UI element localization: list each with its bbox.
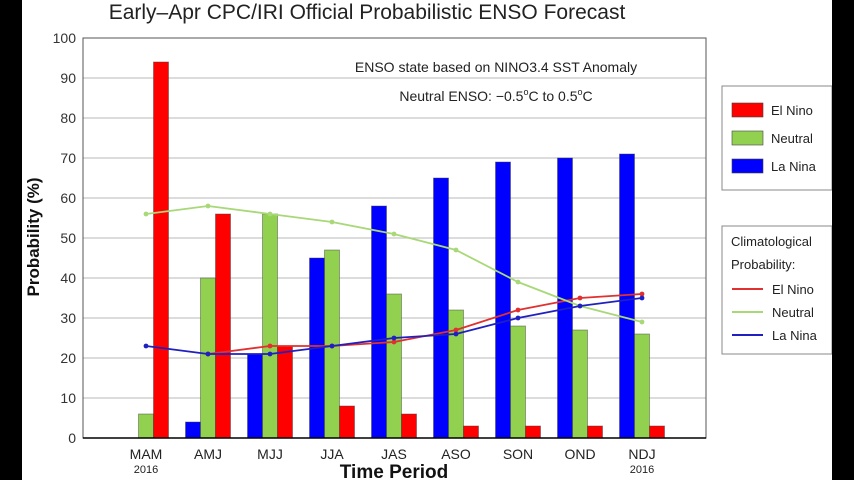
- legend-label-el-nino: El Nino: [771, 103, 813, 118]
- y-tick-label: 80: [60, 110, 76, 126]
- degree-sign-1: o: [523, 87, 528, 97]
- clim-point-neutral: [143, 211, 149, 217]
- x-tick-label: AMJ: [194, 446, 222, 462]
- annotation: ENSO state based on NINO3.4 SST Anomaly …: [355, 59, 637, 104]
- x-axis-label: Time Period: [340, 462, 448, 480]
- chart-canvas: Early–Apr CPC/IRI Official Probabilistic…: [22, 0, 832, 480]
- bar-neutral-ndj: [634, 333, 650, 439]
- legend-climatology: Climatological Probability: El Nino Neut…: [721, 225, 832, 355]
- annotation-line-2-prefix: Neutral ENSO: −0.5: [399, 88, 523, 104]
- legend-clim-title-2: Probability:: [731, 257, 795, 272]
- x-tick-year-label: 2016: [630, 464, 654, 476]
- clim-point-neutral: [329, 219, 335, 225]
- legend-clim-label-la-nina: La Nina: [772, 328, 818, 343]
- bar-la-nina-son: [495, 161, 511, 439]
- clim-point-la-nina: [391, 335, 397, 341]
- clim-point-la-nina: [205, 351, 211, 357]
- bar-la-nina-amj: [185, 421, 201, 439]
- grid: [83, 77, 706, 399]
- x-tick-label: MAM: [130, 446, 163, 462]
- clim-point-el-nino: [267, 343, 273, 349]
- enso-forecast-chart: Early–Apr CPC/IRI Official Probabilistic…: [24, 1, 832, 480]
- x-tick-label: JAS: [381, 446, 407, 462]
- bar-el-nino-ond: [587, 425, 603, 439]
- legend-clim-title-1: Climatological: [731, 234, 812, 249]
- y-tick-label: 90: [60, 70, 76, 86]
- x-tick-label: NDJ: [628, 446, 655, 462]
- bar-el-nino-jja: [339, 405, 355, 439]
- clim-point-el-nino: [391, 339, 397, 345]
- y-tick-label: 60: [60, 190, 76, 206]
- bar-neutral-son: [510, 325, 526, 439]
- x-tick-year-label: 2016: [134, 464, 158, 476]
- clim-point-neutral: [639, 319, 645, 325]
- annotation-line-2-suffix: C: [583, 88, 593, 104]
- bar-el-nino-mjj: [277, 345, 293, 439]
- y-tick-label: 10: [60, 390, 76, 406]
- bar-el-nino-mam: [153, 61, 169, 439]
- y-tick-label: 20: [60, 350, 76, 366]
- x-tick-label: ASO: [441, 446, 471, 462]
- legend-clim-label-neutral: Neutral: [772, 305, 814, 320]
- legend-swatch-la-nina: [731, 158, 764, 174]
- clim-point-el-nino: [577, 295, 583, 301]
- bar-neutral-mjj: [262, 213, 278, 439]
- bar-el-nino-amj: [215, 213, 231, 439]
- clim-point-neutral: [391, 231, 397, 237]
- bar-la-nina-jas: [371, 205, 387, 439]
- clim-point-el-nino: [515, 307, 521, 313]
- clim-point-la-nina: [267, 351, 273, 357]
- chart-title: Early–Apr CPC/IRI Official Probabilistic…: [109, 1, 626, 24]
- legend-swatch-el-nino: [731, 102, 764, 118]
- legend-label-neutral: Neutral: [771, 131, 813, 146]
- x-axis-ticks: MAM AMJ MJJ JJA JAS ASO SON OND NDJ 2016 2016: [130, 446, 656, 476]
- bar-la-nina-aso: [433, 177, 449, 439]
- y-tick-label: 50: [60, 230, 76, 246]
- degree-sign-2: o: [578, 87, 583, 97]
- bar-el-nino-aso: [463, 425, 479, 439]
- bar-neutral-ond: [572, 329, 588, 439]
- bars: [138, 61, 665, 439]
- legend-swatch-neutral: [731, 130, 764, 146]
- clim-point-neutral: [205, 203, 211, 209]
- clim-point-el-nino: [453, 327, 459, 333]
- clim-point-la-nina: [453, 331, 459, 337]
- bar-neutral-jas: [386, 293, 402, 439]
- bar-neutral-mam: [138, 413, 154, 439]
- x-tick-label: MJJ: [257, 446, 283, 462]
- annotation-line-1: ENSO state based on NINO3.4 SST Anomaly: [355, 59, 637, 75]
- legend-forecast: El Nino Neutral La Nina: [721, 85, 832, 191]
- y-tick-label: 70: [60, 150, 76, 166]
- annotation-line-2: Neutral ENSO: −0.5oC to 0.5oC: [399, 87, 592, 104]
- legend-label-la-nina: La Nina: [771, 159, 817, 174]
- y-tick-label: 40: [60, 270, 76, 286]
- bar-el-nino-ndj: [649, 425, 665, 439]
- bar-el-nino-son: [525, 425, 541, 439]
- clim-point-la-nina: [515, 315, 521, 321]
- y-tick-label: 30: [60, 310, 76, 326]
- clim-point-la-nina: [143, 343, 149, 349]
- y-tick-label: 0: [68, 430, 76, 446]
- x-tick-label: JJA: [320, 446, 344, 462]
- annotation-line-2-mid: C to 0.5: [528, 88, 577, 104]
- y-axis-ticks: 0 10 20 30 40 50 60 70 80 90 100: [53, 30, 77, 446]
- clim-point-neutral: [515, 279, 521, 285]
- clim-point-neutral: [453, 247, 459, 253]
- x-tick-label: OND: [564, 446, 595, 462]
- clim-point-la-nina: [639, 295, 645, 301]
- bar-neutral-amj: [200, 277, 216, 439]
- clim-point-neutral: [267, 211, 273, 217]
- y-axis-label: Probability (%): [24, 177, 43, 296]
- clim-point-la-nina: [329, 343, 335, 349]
- x-tick-label: SON: [503, 446, 533, 462]
- y-tick-label: 100: [53, 30, 77, 46]
- bar-el-nino-jas: [401, 413, 417, 439]
- legend-clim-label-el-nino: El Nino: [772, 282, 814, 297]
- climatology-lines: [143, 203, 645, 357]
- bar-la-nina-mjj: [247, 353, 263, 439]
- clim-point-el-nino: [639, 291, 645, 297]
- clim-point-la-nina: [577, 303, 583, 309]
